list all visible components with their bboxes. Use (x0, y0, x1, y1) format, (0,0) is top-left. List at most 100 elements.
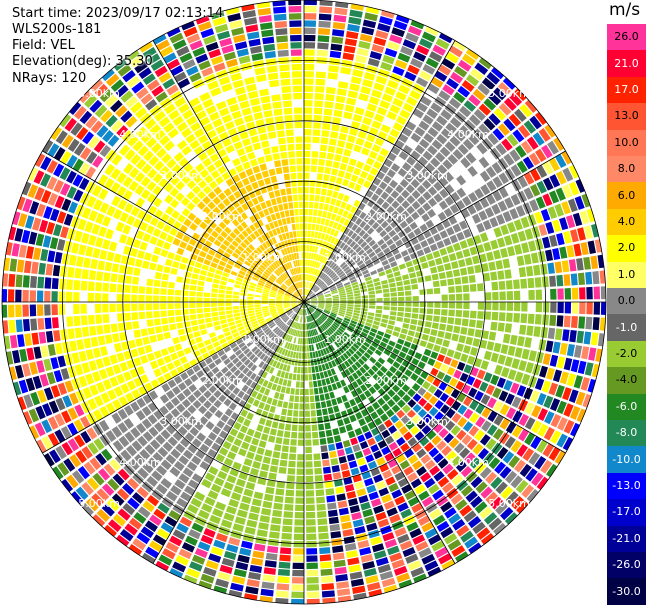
velocity-bin (264, 51, 276, 59)
velocity-bin (490, 476, 503, 490)
velocity-bin (112, 513, 127, 527)
velocity-bin (257, 126, 267, 134)
velocity-bin (116, 284, 124, 293)
velocity-bin (541, 380, 552, 393)
velocity-bin (231, 27, 245, 36)
velocity-bin (310, 314, 314, 321)
velocity-bin (247, 361, 254, 369)
velocity-bin (414, 352, 423, 360)
velocity-bin (505, 491, 519, 505)
velocity-bin (294, 526, 304, 533)
velocity-bin (59, 167, 71, 181)
velocity-bin (313, 122, 322, 129)
velocity-bin (383, 158, 393, 168)
velocity-bin (287, 239, 292, 246)
velocity-bin (298, 194, 304, 201)
velocity-bin (313, 329, 317, 336)
velocity-bin (221, 342, 229, 349)
velocity-bin (419, 95, 432, 107)
velocity-bin (404, 490, 416, 501)
velocity-bin (444, 385, 454, 395)
velocity-bin (304, 338, 307, 345)
velocity-bin (192, 185, 202, 195)
colorbar-tick-label: -4.0 (615, 373, 638, 387)
velocity-bin (219, 338, 227, 345)
velocity-bin (245, 273, 253, 279)
velocity-bin (71, 491, 84, 505)
velocity-bin (349, 571, 363, 580)
velocity-bin (568, 181, 580, 196)
velocity-bin (279, 459, 288, 467)
velocity-bin (253, 325, 261, 331)
velocity-bin (362, 447, 372, 457)
velocity-bin (116, 125, 129, 138)
velocity-bin (304, 150, 311, 158)
velocity-bin (155, 464, 168, 476)
velocity-bin (79, 110, 93, 125)
velocity-bin (314, 311, 321, 316)
velocity-bin (343, 266, 350, 272)
velocity-bin (463, 293, 470, 301)
velocity-bin (585, 271, 593, 285)
velocity-bin (381, 211, 390, 220)
velocity-bin (281, 332, 286, 339)
velocity-bin (394, 139, 405, 150)
velocity-bin (249, 282, 257, 287)
velocity-bin (258, 15, 272, 23)
velocity-bin (279, 257, 284, 265)
velocity-bin (390, 190, 400, 199)
velocity-bin (347, 557, 360, 566)
colorbar-tick-label: 8.0 (617, 162, 636, 176)
velocity-bin (441, 559, 455, 570)
velocity-bin (283, 255, 289, 263)
velocity-bin (557, 302, 564, 314)
velocity-bin (161, 383, 171, 393)
velocity-bin (285, 291, 292, 296)
velocity-bin (322, 597, 336, 604)
velocity-bin (212, 341, 221, 348)
velocity-bin (105, 114, 118, 128)
velocity-bin (305, 461, 313, 468)
velocity-bin (263, 147, 271, 155)
velocity-bin (383, 333, 391, 340)
velocity-bin (269, 222, 275, 230)
velocity-bin (181, 398, 191, 408)
velocity-bin (380, 10, 395, 19)
velocity-bin (428, 395, 438, 406)
velocity-bin (373, 474, 384, 484)
velocity-bin (299, 223, 304, 230)
velocity-bin (313, 209, 318, 216)
velocity-bin (46, 221, 56, 235)
velocity-bin (109, 303, 116, 313)
velocity-bin (391, 489, 403, 499)
velocity-bin (311, 245, 316, 253)
velocity-bin (386, 344, 394, 352)
velocity-bin (396, 409, 406, 419)
velocity-bin (310, 297, 317, 301)
velocity-bin (418, 397, 428, 407)
velocity-bin (242, 317, 249, 322)
velocity-bin (351, 363, 359, 372)
velocity-bin (415, 173, 426, 184)
velocity-bin (118, 144, 131, 157)
velocity-bin (120, 110, 133, 123)
velocity-bin (210, 262, 218, 269)
velocity-bin (282, 315, 288, 321)
velocity-bin (286, 290, 293, 295)
velocity-bin (341, 321, 349, 327)
velocity-bin (444, 196, 455, 206)
velocity-bin (284, 293, 291, 297)
velocity-bin (355, 369, 363, 377)
velocity-bin (492, 190, 503, 202)
velocity-bin (501, 138, 513, 151)
velocity-bin (567, 198, 578, 213)
colorbar-segment (607, 50, 646, 78)
velocity-bin (16, 259, 25, 273)
velocity-bin (383, 264, 391, 271)
velocity-bin (281, 284, 287, 290)
velocity-bin (442, 482, 454, 494)
velocity-bin (442, 159, 453, 170)
velocity-bin (461, 384, 471, 395)
velocity-bin (112, 333, 120, 343)
velocity-bin (310, 238, 314, 245)
